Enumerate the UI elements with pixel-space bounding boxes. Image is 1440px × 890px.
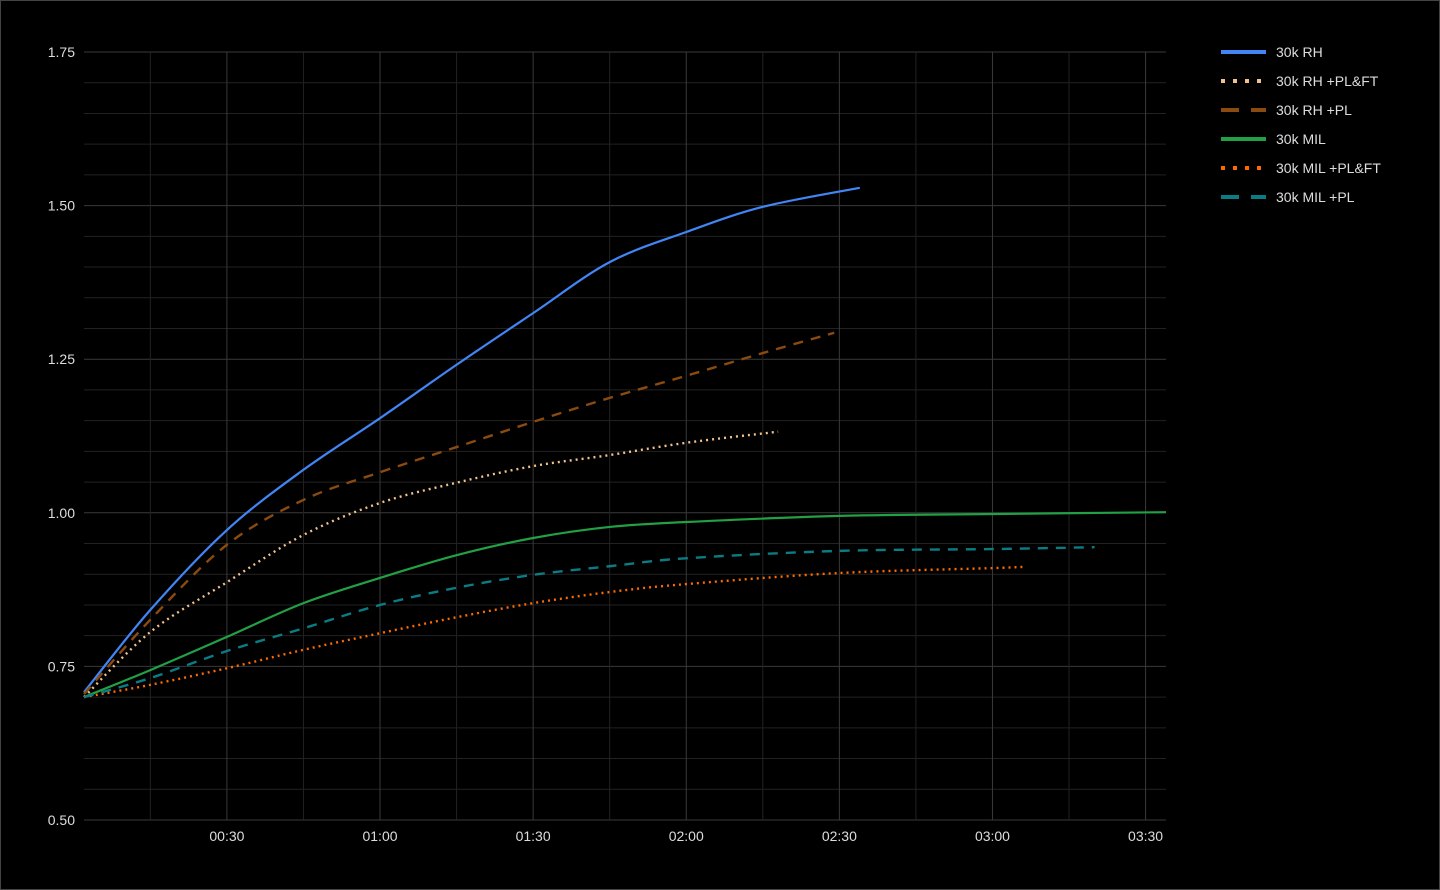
y-tick-label: 1.75 (48, 44, 75, 60)
grid (84, 51, 1166, 821)
series-line-3 (83, 511, 1167, 699)
series-line-5 (83, 546, 1095, 699)
series-lines (83, 186, 1167, 699)
series-line-0 (83, 186, 860, 693)
x-tick-label: 02:30 (822, 828, 857, 844)
x-axis: 00:30 01:00 01:30 02:00 02:30 03:00 03:30 (209, 828, 1163, 844)
legend-label: 30k RH (1276, 44, 1323, 60)
x-tick-label: 03:30 (1128, 828, 1163, 844)
legend-label: 30k RH +PL&FT (1276, 73, 1379, 89)
legend: 30k RH 30k RH +PL&FT 30k RH +PL 30k MIL 30k … (1221, 44, 1381, 205)
series-line-1 (83, 430, 779, 698)
series-line-4 (83, 565, 1024, 699)
y-tick-label: 1.25 (48, 351, 75, 367)
legend-label: 30k MIL (1276, 131, 1326, 147)
legend-label: 30k RH +PL (1276, 102, 1352, 118)
y-axis: 0.50 0.75 1.00 1.25 1.50 1.75 (48, 44, 75, 828)
x-tick-label: 03:00 (975, 828, 1010, 844)
y-tick-label: 1.50 (48, 198, 75, 214)
series-line-2 (83, 331, 835, 695)
x-tick-label: 02:00 (669, 828, 704, 844)
x-tick-label: 01:00 (362, 828, 397, 844)
y-tick-label: 0.50 (48, 812, 75, 828)
y-tick-label: 0.75 (48, 658, 75, 674)
y-tick-label: 1.00 (48, 505, 75, 521)
x-tick-label: 01:30 (516, 828, 551, 844)
x-tick-label: 00:30 (209, 828, 244, 844)
legend-label: 30k MIL +PL&FT (1276, 160, 1381, 176)
legend-label: 30k MIL +PL (1276, 189, 1355, 205)
